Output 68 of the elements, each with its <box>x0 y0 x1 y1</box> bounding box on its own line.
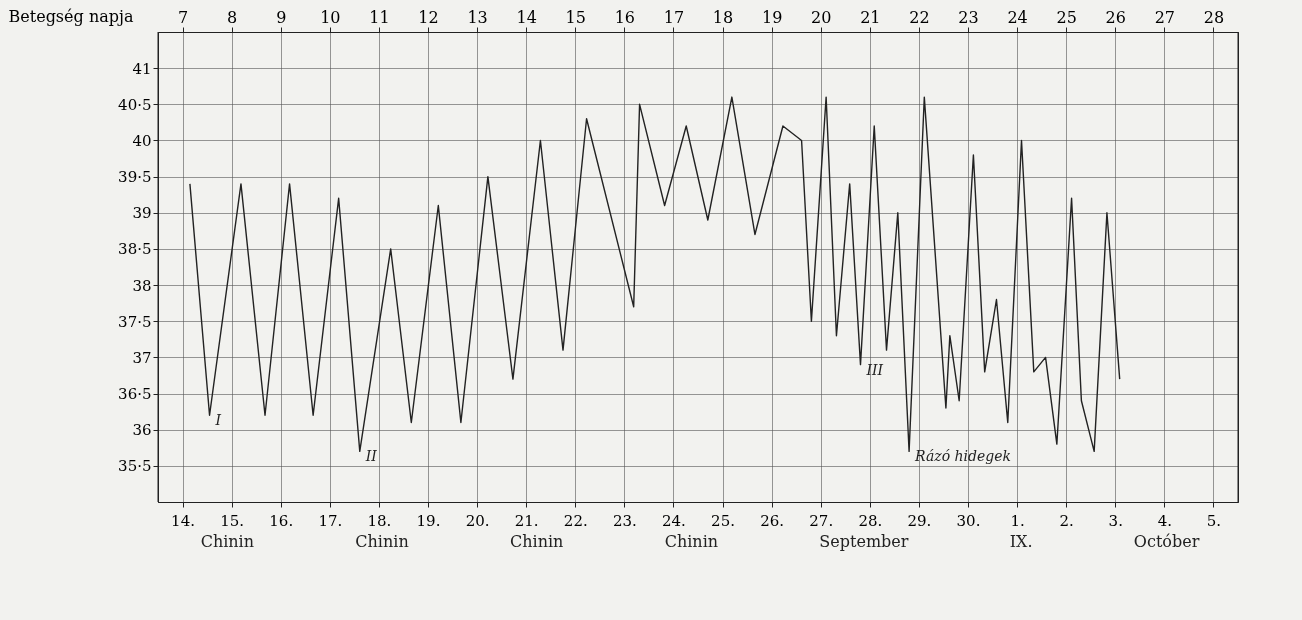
x2-tick-label: 25. <box>711 511 735 530</box>
x2-tick-label: 20. <box>465 511 490 530</box>
y-tick-label: 37 <box>132 348 152 367</box>
y-tick-label: 36 <box>132 421 152 440</box>
x-tick-label: 26 <box>1105 7 1126 27</box>
x-tick-label: 21 <box>860 7 881 27</box>
y-tick-label: 40·5 <box>118 95 152 114</box>
x2-tick-label: 27. <box>809 511 834 530</box>
x2-tick-label: 5. <box>1206 511 1222 530</box>
x2-tick-label: 28. <box>858 511 883 530</box>
x-tick-label: 13 <box>467 7 488 27</box>
y-tick-label: 40 <box>132 131 152 150</box>
x-tick-label: 7 <box>177 7 189 27</box>
x2-tick-label: 22. <box>563 511 588 530</box>
x-tick-label: 14 <box>516 7 537 27</box>
x2-tick-label: 30. <box>956 511 981 530</box>
y-tick-label: 39·5 <box>118 168 152 187</box>
x2-tick-label: 17. <box>318 511 343 530</box>
y-tick-label: 35·5 <box>118 457 152 476</box>
x-tick-label: 24 <box>1007 7 1028 27</box>
x2-tick-label: 24. <box>662 511 686 530</box>
annotation: II <box>364 448 378 465</box>
x-tick-label: 17 <box>663 7 685 27</box>
annotation: Rázó hidegek <box>914 448 1012 465</box>
text: Chinin <box>664 532 719 551</box>
x-tick-label: 15 <box>565 7 586 27</box>
x-tick-label: 25 <box>1056 7 1077 27</box>
x-tick-label: 8 <box>227 7 238 27</box>
x2-tick-label: 23. <box>612 511 637 530</box>
x-tick-label: 11 <box>369 7 390 27</box>
text: Chinin <box>509 532 564 551</box>
x-tick-label: 28 <box>1203 7 1225 27</box>
text: September <box>819 532 909 551</box>
x-tick-label: 19 <box>761 7 783 27</box>
x2-tick-label: 2. <box>1059 511 1074 530</box>
y-tick-label: 39 <box>132 204 152 223</box>
x2-tick-label: 18. <box>367 511 392 530</box>
x2-tick-label: 19. <box>416 511 441 530</box>
text: IX. <box>1009 532 1033 551</box>
y-tick-label: 41 <box>132 59 152 78</box>
text: Octóber <box>1133 532 1200 551</box>
x-tick-label: 10 <box>320 7 341 27</box>
x2-tick-label: 3. <box>1108 511 1123 530</box>
x-tick-label: 23 <box>958 7 979 27</box>
x2-tick-label: 15. <box>220 511 245 530</box>
annotation: I <box>214 412 222 429</box>
annotation: III <box>865 361 884 378</box>
y-tick-label: 37·5 <box>118 312 152 331</box>
y-tick-label: 38 <box>132 276 152 295</box>
text: Chinin <box>200 532 255 551</box>
y-tick-label: 38·5 <box>118 240 152 259</box>
x2-tick-label: 1. <box>1010 511 1025 530</box>
x2-tick-label: 21. <box>514 511 539 530</box>
x-tick-label: 16 <box>614 7 636 27</box>
x-tick-label: 12 <box>418 7 439 27</box>
x-tick-label: 18 <box>712 7 734 27</box>
x2-tick-label: 4. <box>1157 511 1173 530</box>
x2-tick-label: 14. <box>171 511 195 530</box>
text: Chinin <box>355 532 409 551</box>
x-tick-label: 22 <box>909 7 930 27</box>
x2-tick-label: 16. <box>269 511 294 530</box>
x-axis-title: Betegség napja <box>8 6 134 26</box>
x2-tick-label: 26. <box>760 511 785 530</box>
x-tick-label: 27 <box>1154 7 1176 27</box>
x-tick-label: 9 <box>276 7 287 27</box>
x-tick-label: 20 <box>811 7 832 27</box>
y-tick-label: 36·5 <box>118 385 152 404</box>
x2-tick-label: 29. <box>907 511 932 530</box>
